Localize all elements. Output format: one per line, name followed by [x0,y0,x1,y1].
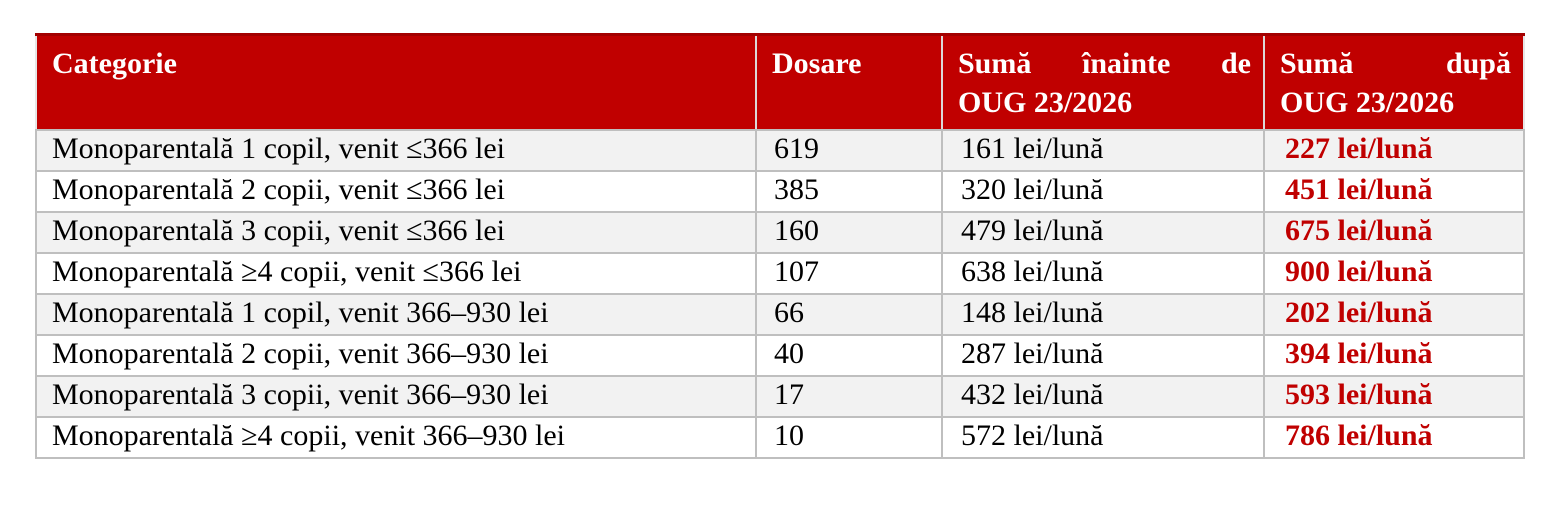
cell-suma-inainte: 638 lei/lună [941,251,1265,295]
cell-dosare: 40 [755,333,943,377]
benefits-table: Categorie Dosare Sumă înainte de OUG 23/… [35,33,1525,459]
cell-suma-dupa: 451 lei/lună [1263,169,1525,213]
header-suma-dupa-line1: Sumă după [1280,44,1511,83]
header-dosare: Dosare [755,33,942,131]
cell-categorie: Monoparentală ≥4 copii, venit ≤366 lei [35,251,757,295]
cell-categorie: Monoparentală 3 copii, venit 366–930 lei [35,374,757,418]
cell-suma-inainte: 572 lei/lună [941,415,1265,459]
cell-suma-dupa: 786 lei/lună [1263,415,1525,459]
cell-suma-dupa: 394 lei/lună [1263,333,1525,377]
cell-suma-dupa: 202 lei/lună [1263,292,1525,336]
header-suma-dupa-line2: OUG 23/2026 [1280,86,1455,119]
header-word: de [1221,47,1251,80]
header-word: Sumă [958,47,1032,80]
cell-dosare: 385 [755,169,943,213]
cell-suma-inainte: 161 lei/lună [941,128,1265,172]
table-row: Monoparentală 1 copil, venit 366–930 lei… [35,292,1525,336]
cell-categorie: Monoparentală 1 copil, venit 366–930 lei [35,292,757,336]
table-row: Monoparentală 3 copii, venit ≤366 lei 16… [35,210,1525,254]
cell-suma-dupa: 593 lei/lună [1263,374,1525,418]
header-suma-inainte: Sumă înainte de OUG 23/2026 [941,33,1264,131]
cell-categorie: Monoparentală ≥4 copii, venit 366–930 le… [35,415,757,459]
cell-dosare: 17 [755,374,943,418]
header-suma-dupa: Sumă după OUG 23/2026 [1263,33,1525,131]
cell-suma-inainte: 320 lei/lună [941,169,1265,213]
table-row: Monoparentală ≥4 copii, venit ≤366 lei 1… [35,251,1525,295]
table-row: Monoparentală 2 copii, venit ≤366 lei 38… [35,169,1525,213]
cell-dosare: 66 [755,292,943,336]
cell-suma-dupa: 900 lei/lună [1263,251,1525,295]
cell-dosare: 107 [755,251,943,295]
cell-categorie: Monoparentală 2 copii, venit 366–930 lei [35,333,757,377]
cell-dosare: 160 [755,210,943,254]
cell-categorie: Monoparentală 3 copii, venit ≤366 lei [35,210,757,254]
cell-dosare: 619 [755,128,943,172]
header-word: înainte [1082,47,1171,80]
cell-suma-inainte: 479 lei/lună [941,210,1265,254]
cell-categorie: Monoparentală 2 copii, venit ≤366 lei [35,169,757,213]
header-row: Categorie Dosare Sumă înainte de OUG 23/… [35,33,1525,131]
header-word: după [1445,47,1511,80]
table-row: Monoparentală 2 copii, venit 366–930 lei… [35,333,1525,377]
cell-suma-inainte: 287 lei/lună [941,333,1265,377]
table-row: Monoparentală ≥4 copii, venit 366–930 le… [35,415,1525,459]
cell-categorie: Monoparentală 1 copil, venit ≤366 lei [35,128,757,172]
cell-dosare: 10 [755,415,943,459]
cell-suma-inainte: 432 lei/lună [941,374,1265,418]
header-categorie: Categorie [35,33,756,131]
header-suma-inainte-line1: Sumă înainte de [958,44,1251,83]
table-row: Monoparentală 1 copil, venit ≤366 lei 61… [35,128,1525,172]
header-suma-inainte-line2: OUG 23/2026 [958,86,1133,119]
cell-suma-dupa: 675 lei/lună [1263,210,1525,254]
cell-suma-dupa: 227 lei/lună [1263,128,1525,172]
cell-suma-inainte: 148 lei/lună [941,292,1265,336]
table-row: Monoparentală 3 copii, venit 366–930 lei… [35,374,1525,418]
header-word: Sumă [1280,47,1354,80]
